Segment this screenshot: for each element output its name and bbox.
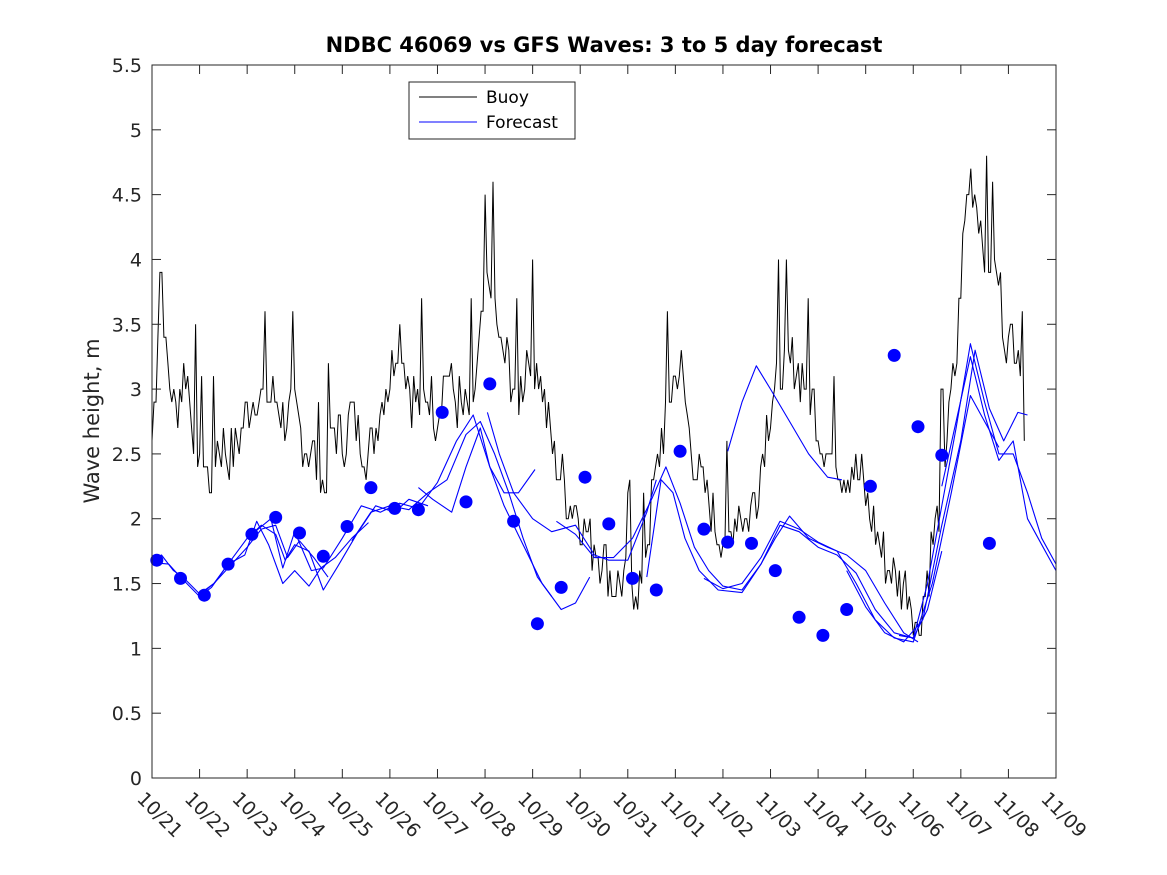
forecast-marker bbox=[411, 503, 425, 517]
legend-forecast-label: Forecast bbox=[486, 113, 558, 133]
forecast-marker bbox=[483, 377, 497, 391]
y-axis-label: Wave height, m bbox=[80, 338, 104, 503]
forecast-marker bbox=[269, 510, 283, 524]
legend-box bbox=[408, 81, 576, 140]
forecast-line bbox=[556, 466, 919, 643]
forecast-marker bbox=[388, 501, 402, 515]
forecast-marker bbox=[673, 444, 687, 458]
forecast-line bbox=[898, 343, 1057, 639]
forecast-marker bbox=[578, 470, 592, 484]
y-tick-label: 2.5 bbox=[112, 444, 142, 466]
forecast-marker bbox=[554, 580, 568, 594]
forecast-marker bbox=[459, 495, 473, 509]
y-tick-label: 3 bbox=[130, 379, 142, 401]
forecast-marker bbox=[530, 617, 544, 631]
y-tick-label: 4 bbox=[130, 249, 142, 271]
legend-buoy-label: Buoy bbox=[486, 88, 529, 108]
forecast-marker bbox=[435, 405, 449, 419]
forecast-line bbox=[418, 427, 591, 611]
y-tick-label: 0 bbox=[130, 768, 142, 790]
forecast-marker bbox=[626, 571, 639, 585]
forecast-marker bbox=[174, 571, 187, 585]
forecast-line bbox=[941, 356, 1057, 571]
forecast-marker bbox=[863, 479, 877, 493]
forecast-marker bbox=[221, 557, 235, 571]
forecast-marker bbox=[150, 553, 164, 567]
y-tick-label: 1 bbox=[130, 638, 142, 660]
forecast-marker bbox=[982, 536, 996, 550]
y-tick-label: 3.5 bbox=[112, 314, 142, 336]
forecast-marker bbox=[602, 517, 616, 531]
y-tick-label: 5.5 bbox=[112, 55, 142, 77]
y-tick-label: 4.5 bbox=[112, 185, 142, 207]
forecast-marker bbox=[649, 583, 663, 597]
forecast-marker bbox=[340, 520, 354, 533]
forecast-marker bbox=[364, 481, 378, 495]
y-axis-ticks: 0 0.5 1 1.5 2 2.5 3 3.5 4 4.5 5 5.5 bbox=[112, 55, 1056, 790]
forecast-marker bbox=[840, 603, 854, 616]
y-tick-label: 1.5 bbox=[112, 574, 142, 596]
forecast-markers bbox=[150, 348, 996, 642]
forecast-line bbox=[154, 520, 369, 598]
forecast-line bbox=[486, 412, 657, 561]
forecast-marker bbox=[316, 549, 330, 563]
forecast-line bbox=[646, 479, 943, 639]
forecast-marker bbox=[887, 348, 901, 362]
y-tick-label: 0.5 bbox=[112, 703, 142, 725]
forecast-marker bbox=[816, 628, 830, 642]
chart-title: NDBC 46069 vs GFS Waves: 3 to 5 day fore… bbox=[326, 33, 883, 57]
y-tick-label: 2 bbox=[130, 509, 142, 531]
forecast-marker bbox=[197, 588, 211, 602]
legend: Buoy Forecast bbox=[408, 81, 576, 140]
forecast-marker bbox=[768, 564, 782, 578]
forecast-line bbox=[703, 395, 1000, 643]
forecast-marker bbox=[745, 536, 758, 550]
forecast-marker bbox=[507, 514, 521, 528]
forecast-line bbox=[846, 349, 1028, 643]
forecast-marker bbox=[935, 448, 949, 462]
buoy-line bbox=[151, 155, 1025, 636]
axes-box bbox=[151, 64, 1057, 779]
plot-area bbox=[152, 65, 1056, 778]
forecast-marker bbox=[721, 535, 735, 549]
buoy-series bbox=[151, 155, 1025, 636]
forecast-marker bbox=[293, 526, 306, 540]
forecast-marker bbox=[245, 527, 259, 541]
forecast-marker bbox=[911, 420, 925, 434]
forecast-marker bbox=[792, 610, 806, 624]
forecast-marker bbox=[697, 522, 711, 536]
forecast-line bbox=[727, 365, 842, 481]
y-tick-label: 5 bbox=[130, 120, 142, 142]
